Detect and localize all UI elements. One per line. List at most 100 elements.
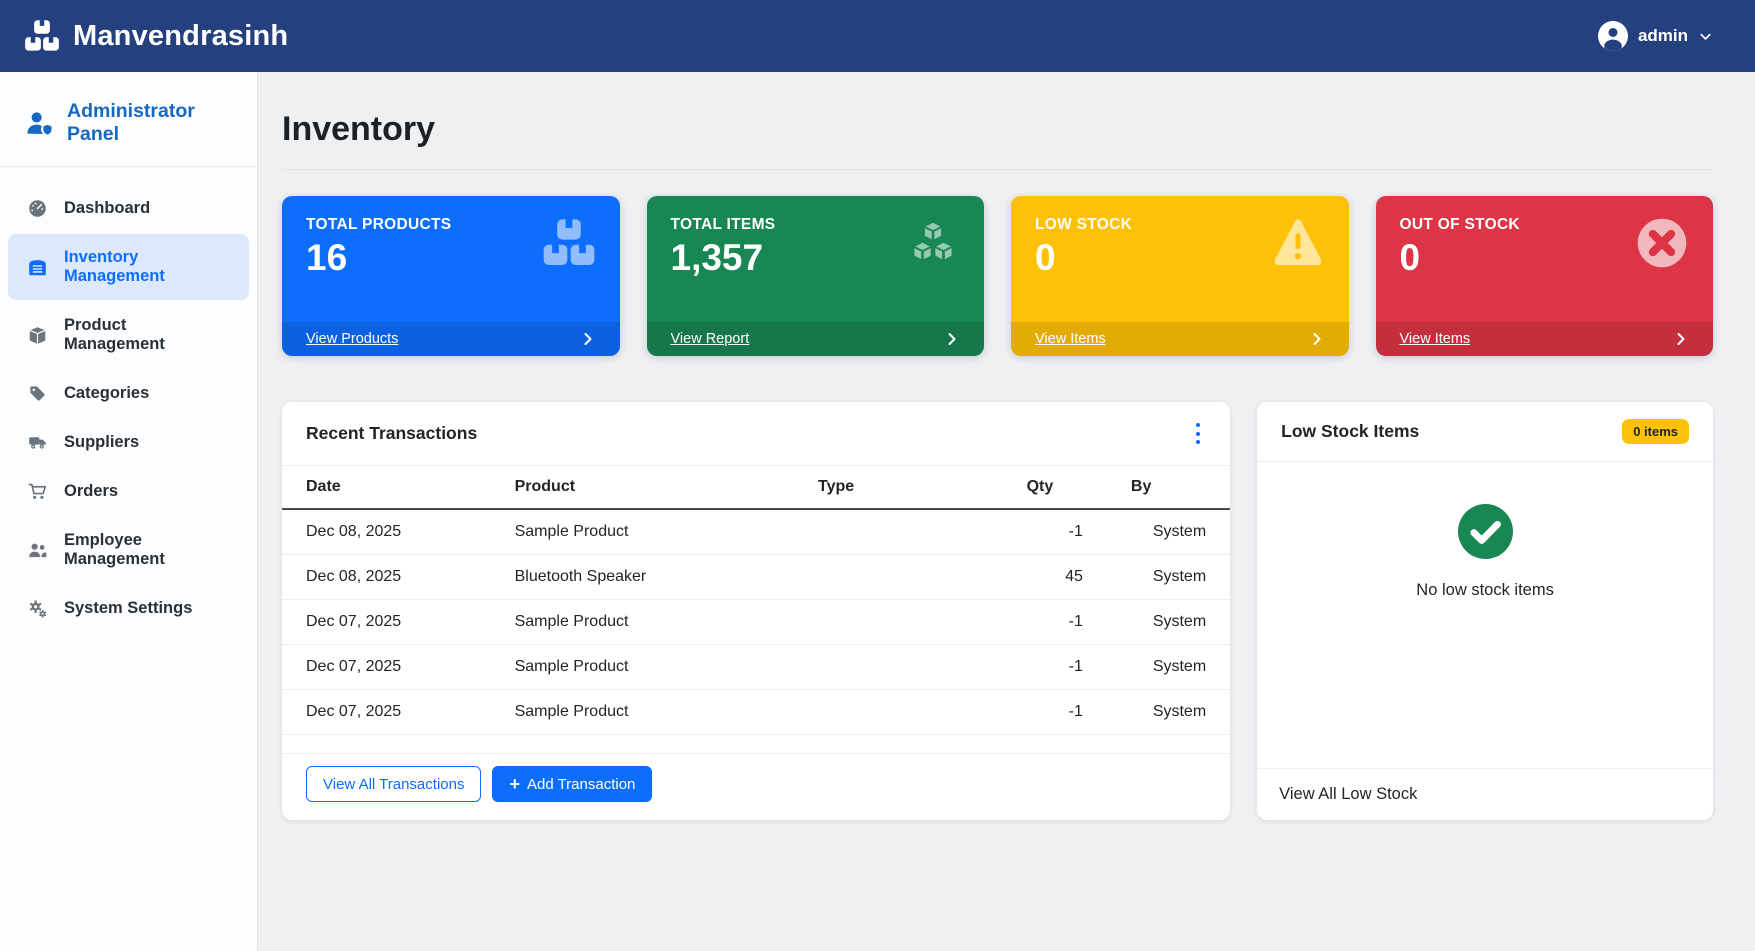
cell-qty: -1: [1002, 689, 1107, 736]
cell-by: System: [1106, 599, 1231, 646]
column-header-date: Date: [282, 466, 491, 511]
sidebar-item-categories[interactable]: Categories: [8, 370, 249, 417]
table-row: Dec 07, 2025 Sample Product -1 System: [282, 599, 1231, 646]
chevron-right-icon[interactable]: [580, 331, 596, 347]
x-circle-icon: [1635, 216, 1689, 322]
recent-transactions-card: Recent Transactions Date Product Type Qt…: [282, 402, 1231, 821]
table-row: Dec 07, 2025 Sample Product -1 System: [282, 689, 1231, 736]
plus-icon: +: [509, 774, 520, 795]
sidebar-item-label: Orders: [64, 482, 119, 500]
stat-value: 0: [1399, 237, 1421, 278]
column-header-type: Type: [794, 466, 1003, 511]
stat-card-low-stock: LOW STOCK 0 View Items: [1011, 196, 1349, 356]
low-stock-count-badge: 0 items: [1622, 419, 1689, 444]
view-items-link[interactable]: View Items: [1399, 331, 1471, 347]
sidebar-item-product-management[interactable]: Product Management: [8, 302, 249, 368]
cell-qty: -1: [1002, 644, 1107, 691]
cell-product: Sample Product: [490, 599, 794, 646]
sidebar-item-employee-management[interactable]: Employee Management: [8, 517, 249, 583]
view-all-low-stock-link[interactable]: View All Low Stock: [1257, 768, 1713, 820]
user-name: admin: [1637, 26, 1688, 45]
cell-product: Bluetooth Speaker: [490, 554, 794, 601]
sidebar-item-label: Categories: [64, 384, 150, 402]
sidebar-item-dashboard[interactable]: Dashboard: [8, 185, 249, 232]
add-transaction-button[interactable]: + Add Transaction: [492, 766, 653, 803]
stat-label: LOW STOCK: [1035, 216, 1133, 233]
view-report-link[interactable]: View Report: [670, 331, 750, 347]
cell-type: [794, 554, 1003, 601]
boxes-logo-icon: [25, 20, 59, 51]
table-row: Dec 07, 2025 Sample Product -1 System: [282, 644, 1231, 691]
chevron-right-icon[interactable]: [944, 331, 960, 347]
cart-icon: [28, 483, 47, 499]
page-title: Inventory: [282, 110, 436, 148]
cell-type: [794, 644, 1003, 691]
sidebar-item-inventory-management[interactable]: Inventory Management: [8, 234, 249, 300]
speedometer-icon: [29, 200, 46, 217]
chevron-right-icon[interactable]: [1309, 331, 1325, 347]
cell-product: Sample Product: [490, 689, 794, 736]
brand-name: Manvendrasinh: [73, 19, 289, 52]
table-row: Dec 08, 2025 Sample Product -1 System: [282, 509, 1231, 556]
view-all-transactions-button[interactable]: View All Transactions: [306, 766, 482, 803]
gears-icon: [29, 600, 47, 618]
sidebar-item-label: Suppliers: [64, 433, 140, 451]
kebab-menu-icon[interactable]: [1190, 419, 1206, 448]
tags-icon: [30, 386, 45, 401]
cell-by: System: [1106, 554, 1231, 601]
stat-card-total-products: TOTAL PRODUCTS 16 View Products: [282, 196, 620, 356]
cell-by: System: [1106, 509, 1231, 556]
truck-icon: [29, 437, 46, 449]
add-transaction-label: Add Transaction: [526, 775, 636, 793]
column-header-qty: Qty: [1002, 466, 1107, 511]
box-seam-icon: [29, 326, 46, 344]
sidebar-item-label: Inventory Management: [64, 248, 165, 285]
transactions-footer: View All Transactions + Add Transaction: [282, 753, 1231, 820]
sidebar-item-system-settings[interactable]: System Settings: [8, 585, 249, 632]
chevron-right-icon[interactable]: [1673, 331, 1689, 347]
stat-label: TOTAL ITEMS: [670, 216, 776, 233]
person-badge-icon: [27, 111, 53, 136]
stat-label: OUT OF STOCK: [1399, 216, 1520, 233]
sidebar-item-orders[interactable]: Orders: [8, 468, 249, 515]
view-items-link[interactable]: View Items: [1035, 331, 1106, 347]
sidebar-item-label: System Settings: [64, 599, 193, 617]
title-divider: [282, 169, 1713, 170]
low-stock-empty-message: No low stock items: [1416, 581, 1554, 599]
view-products-link[interactable]: View Products: [306, 331, 399, 347]
cell-type: [794, 509, 1003, 556]
person-circle-icon: [1597, 21, 1628, 51]
cell-date: Dec 07, 2025: [282, 599, 491, 646]
cell-date: Dec 08, 2025: [282, 554, 491, 601]
boxes-icon: [542, 216, 596, 322]
cell-type: [794, 599, 1003, 646]
cell-product: Sample Product: [490, 644, 794, 691]
cubes-icon: [906, 216, 960, 322]
user-dropdown[interactable]: admin: [1597, 21, 1713, 51]
chevron-down-icon: [1700, 33, 1711, 40]
cell-qty: -1: [1002, 599, 1107, 646]
sidebar-menu: Dashboard Inventory Management: [0, 167, 257, 650]
stat-card-out-of-stock: OUT OF STOCK 0 View Items: [1375, 196, 1713, 356]
admin-panel-header: Administrator Panel: [0, 100, 257, 167]
cell-date: Dec 08, 2025: [282, 509, 491, 556]
cell-type: [794, 689, 1003, 736]
low-stock-card: Low Stock Items 0 items No low stock ite…: [1257, 402, 1713, 821]
column-header-product: Product: [490, 466, 794, 511]
stat-value: 16: [306, 237, 348, 278]
sidebar: Administrator Panel Dashboard: [0, 72, 258, 951]
cell-qty: -1: [1002, 509, 1107, 556]
low-stock-body: No low stock items: [1257, 462, 1713, 768]
cell-by: System: [1106, 689, 1231, 736]
brand[interactable]: Manvendrasinh: [24, 18, 288, 54]
top-navbar: Manvendrasinh admin: [0, 0, 1755, 72]
people-icon: [29, 543, 47, 557]
transactions-table: Date Product Type Qty By Dec 08, 2025 Sa…: [282, 466, 1231, 753]
stat-value: 0: [1035, 237, 1056, 278]
sidebar-item-label: Dashboard: [64, 199, 151, 217]
cell-product: Sample Product: [490, 509, 794, 556]
sidebar-item-suppliers[interactable]: Suppliers: [8, 419, 249, 466]
cell-date: Dec 07, 2025: [282, 689, 491, 736]
cell-date: Dec 07, 2025: [282, 644, 491, 691]
